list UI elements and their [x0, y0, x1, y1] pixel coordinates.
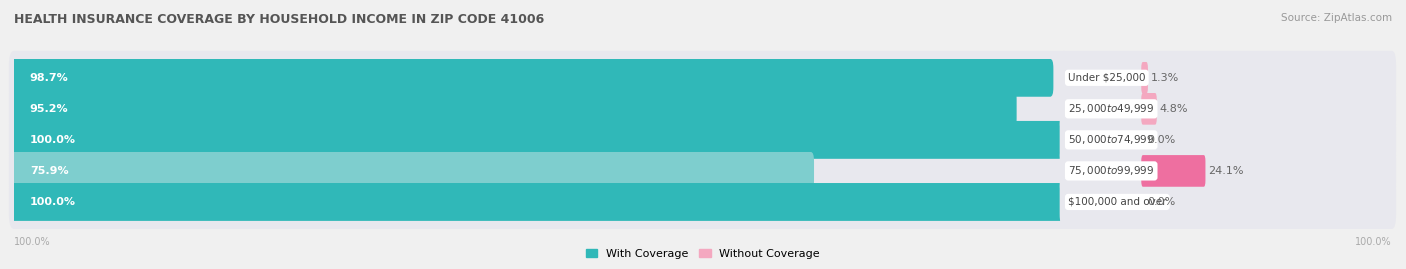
FancyBboxPatch shape [11, 152, 814, 190]
Text: 0.0%: 0.0% [1147, 197, 1175, 207]
Text: 100.0%: 100.0% [30, 135, 76, 145]
Text: $100,000 and over: $100,000 and over [1069, 197, 1167, 207]
Text: 4.8%: 4.8% [1160, 104, 1188, 114]
Text: 100.0%: 100.0% [1355, 237, 1392, 247]
FancyBboxPatch shape [1060, 144, 1396, 198]
Text: 98.7%: 98.7% [30, 73, 69, 83]
FancyBboxPatch shape [8, 51, 1069, 105]
Text: Under $25,000: Under $25,000 [1069, 73, 1146, 83]
FancyBboxPatch shape [1060, 113, 1396, 167]
Text: $75,000 to $99,999: $75,000 to $99,999 [1069, 164, 1154, 178]
Text: $50,000 to $74,999: $50,000 to $74,999 [1069, 133, 1154, 146]
FancyBboxPatch shape [11, 121, 1067, 159]
Text: 100.0%: 100.0% [14, 237, 51, 247]
FancyBboxPatch shape [8, 113, 1069, 167]
FancyBboxPatch shape [11, 183, 1067, 221]
Text: 75.9%: 75.9% [30, 166, 69, 176]
FancyBboxPatch shape [11, 59, 1053, 97]
FancyBboxPatch shape [8, 144, 1069, 198]
FancyBboxPatch shape [1142, 155, 1205, 187]
FancyBboxPatch shape [1060, 175, 1396, 229]
Legend: With Coverage, Without Coverage: With Coverage, Without Coverage [582, 245, 824, 263]
Text: 24.1%: 24.1% [1208, 166, 1243, 176]
Text: 0.0%: 0.0% [1147, 135, 1175, 145]
FancyBboxPatch shape [1142, 62, 1147, 94]
Text: 95.2%: 95.2% [30, 104, 69, 114]
Text: $25,000 to $49,999: $25,000 to $49,999 [1069, 102, 1154, 115]
FancyBboxPatch shape [1142, 93, 1157, 125]
Text: 1.3%: 1.3% [1150, 73, 1178, 83]
FancyBboxPatch shape [11, 90, 1017, 128]
Text: 100.0%: 100.0% [30, 197, 76, 207]
Text: HEALTH INSURANCE COVERAGE BY HOUSEHOLD INCOME IN ZIP CODE 41006: HEALTH INSURANCE COVERAGE BY HOUSEHOLD I… [14, 13, 544, 26]
FancyBboxPatch shape [8, 175, 1069, 229]
FancyBboxPatch shape [1060, 51, 1396, 105]
FancyBboxPatch shape [8, 82, 1069, 136]
Text: Source: ZipAtlas.com: Source: ZipAtlas.com [1281, 13, 1392, 23]
FancyBboxPatch shape [1060, 82, 1396, 136]
